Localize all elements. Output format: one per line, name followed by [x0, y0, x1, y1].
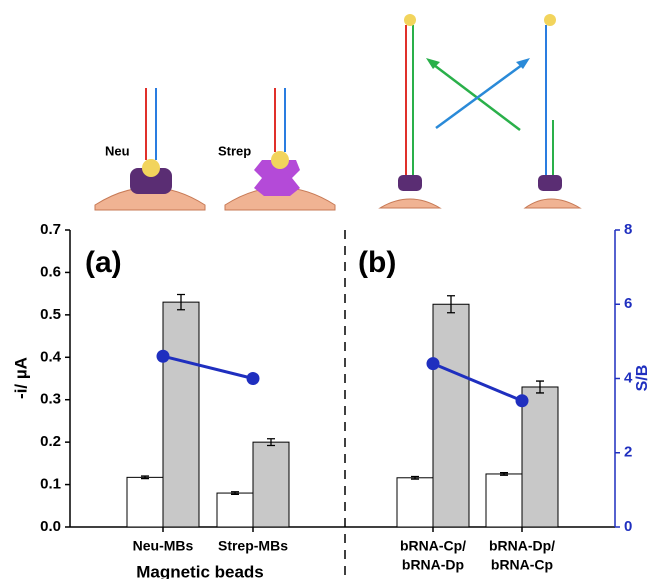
sb-point — [427, 357, 440, 370]
bar — [163, 302, 199, 527]
illustration-label: Strep — [218, 143, 251, 158]
y-axis-title: -i/ µA — [11, 357, 30, 399]
bar — [127, 477, 163, 527]
y2-tick-label: 0 — [624, 518, 632, 535]
y-tick-label: 0.3 — [40, 391, 61, 408]
y2-tick-label: 6 — [624, 295, 632, 312]
bar — [253, 442, 289, 527]
x-tick-label: Strep-MBs — [218, 538, 288, 554]
x-tick-label: bRNA-Cp/ — [400, 538, 466, 554]
x-tick-label: bRNA-Cp — [491, 557, 553, 573]
x-axis-title: Magnetic beads — [136, 562, 264, 579]
y-tick-label: 0.5 — [40, 306, 61, 323]
sb-point — [157, 350, 170, 363]
y2-tick-label: 2 — [624, 444, 632, 461]
panel-label: (a) — [85, 246, 122, 279]
bar — [522, 387, 558, 527]
illustration: Neu Strep — [95, 14, 580, 210]
x-tick-label: bRNA-Dp/ — [489, 538, 555, 554]
y-tick-label: 0.2 — [40, 433, 61, 450]
bar — [433, 304, 469, 527]
panel-label: (b) — [358, 246, 396, 279]
bar — [217, 493, 253, 527]
y2-tick-label: 8 — [624, 221, 632, 238]
bar — [486, 474, 522, 527]
y-tick-label: 0.1 — [40, 476, 61, 493]
y-tick-label: 0.6 — [40, 263, 61, 280]
y-tick-label: 0.0 — [40, 518, 61, 535]
x-tick-label: bRNA-Dp — [402, 557, 464, 573]
y2-tick-label: 4 — [624, 369, 633, 386]
x-tick-label: Neu-MBs — [133, 538, 194, 554]
chart: Neu Strep 0.0 0.1 0.2 0.3 0.4 0.5 0.6 0.7 0 2 4 6 8 -… — [0, 0, 653, 579]
illustration-label: Neu — [105, 143, 130, 158]
bar — [397, 478, 433, 527]
y-tick-label: 0.7 — [40, 221, 61, 238]
y2-axis-title: S/B — [634, 365, 651, 392]
sb-point — [247, 372, 260, 385]
sb-point — [516, 394, 529, 407]
y-tick-label: 0.4 — [40, 348, 62, 365]
